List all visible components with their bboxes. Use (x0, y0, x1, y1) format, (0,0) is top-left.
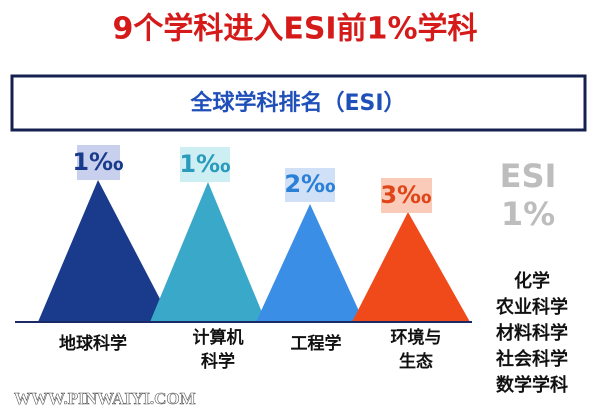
triangle (38, 180, 172, 322)
subject-label: 工程学 (291, 333, 342, 354)
rank-box (77, 145, 120, 180)
rank: 1‰ (179, 150, 231, 178)
triangle (256, 204, 364, 322)
banner: 全球学科排名（ESI） (189, 90, 405, 116)
rank-box (381, 178, 432, 213)
subject-label: 生态 (399, 351, 433, 372)
banner-box (10, 74, 587, 132)
triangle (352, 212, 470, 322)
subject-label: 计算机 (193, 327, 244, 348)
watermark: WWW.PINWAIYI.COM (14, 389, 196, 408)
rank: 3‰ (380, 181, 432, 209)
triangle (150, 182, 266, 322)
title: 9个学科进入ESI前1%学科 (112, 12, 477, 47)
side-item: 社会科学 (496, 348, 568, 370)
rank-box (180, 147, 230, 182)
rank: 1‰ (72, 148, 124, 176)
subject-label: 地球科学 (59, 333, 127, 354)
rank: 2‰ (284, 170, 336, 198)
side-value: 1% (501, 195, 555, 233)
side-item: 化学 (514, 270, 550, 292)
side-item: 农业科学 (495, 296, 568, 318)
subject-label: 科学 (201, 351, 235, 372)
rank-box (285, 168, 335, 202)
side-label: ESI (500, 157, 557, 195)
subject-label: 环境与 (391, 327, 442, 348)
side-item: 数学学科 (496, 374, 568, 396)
side-item: 材料科学 (496, 322, 568, 344)
